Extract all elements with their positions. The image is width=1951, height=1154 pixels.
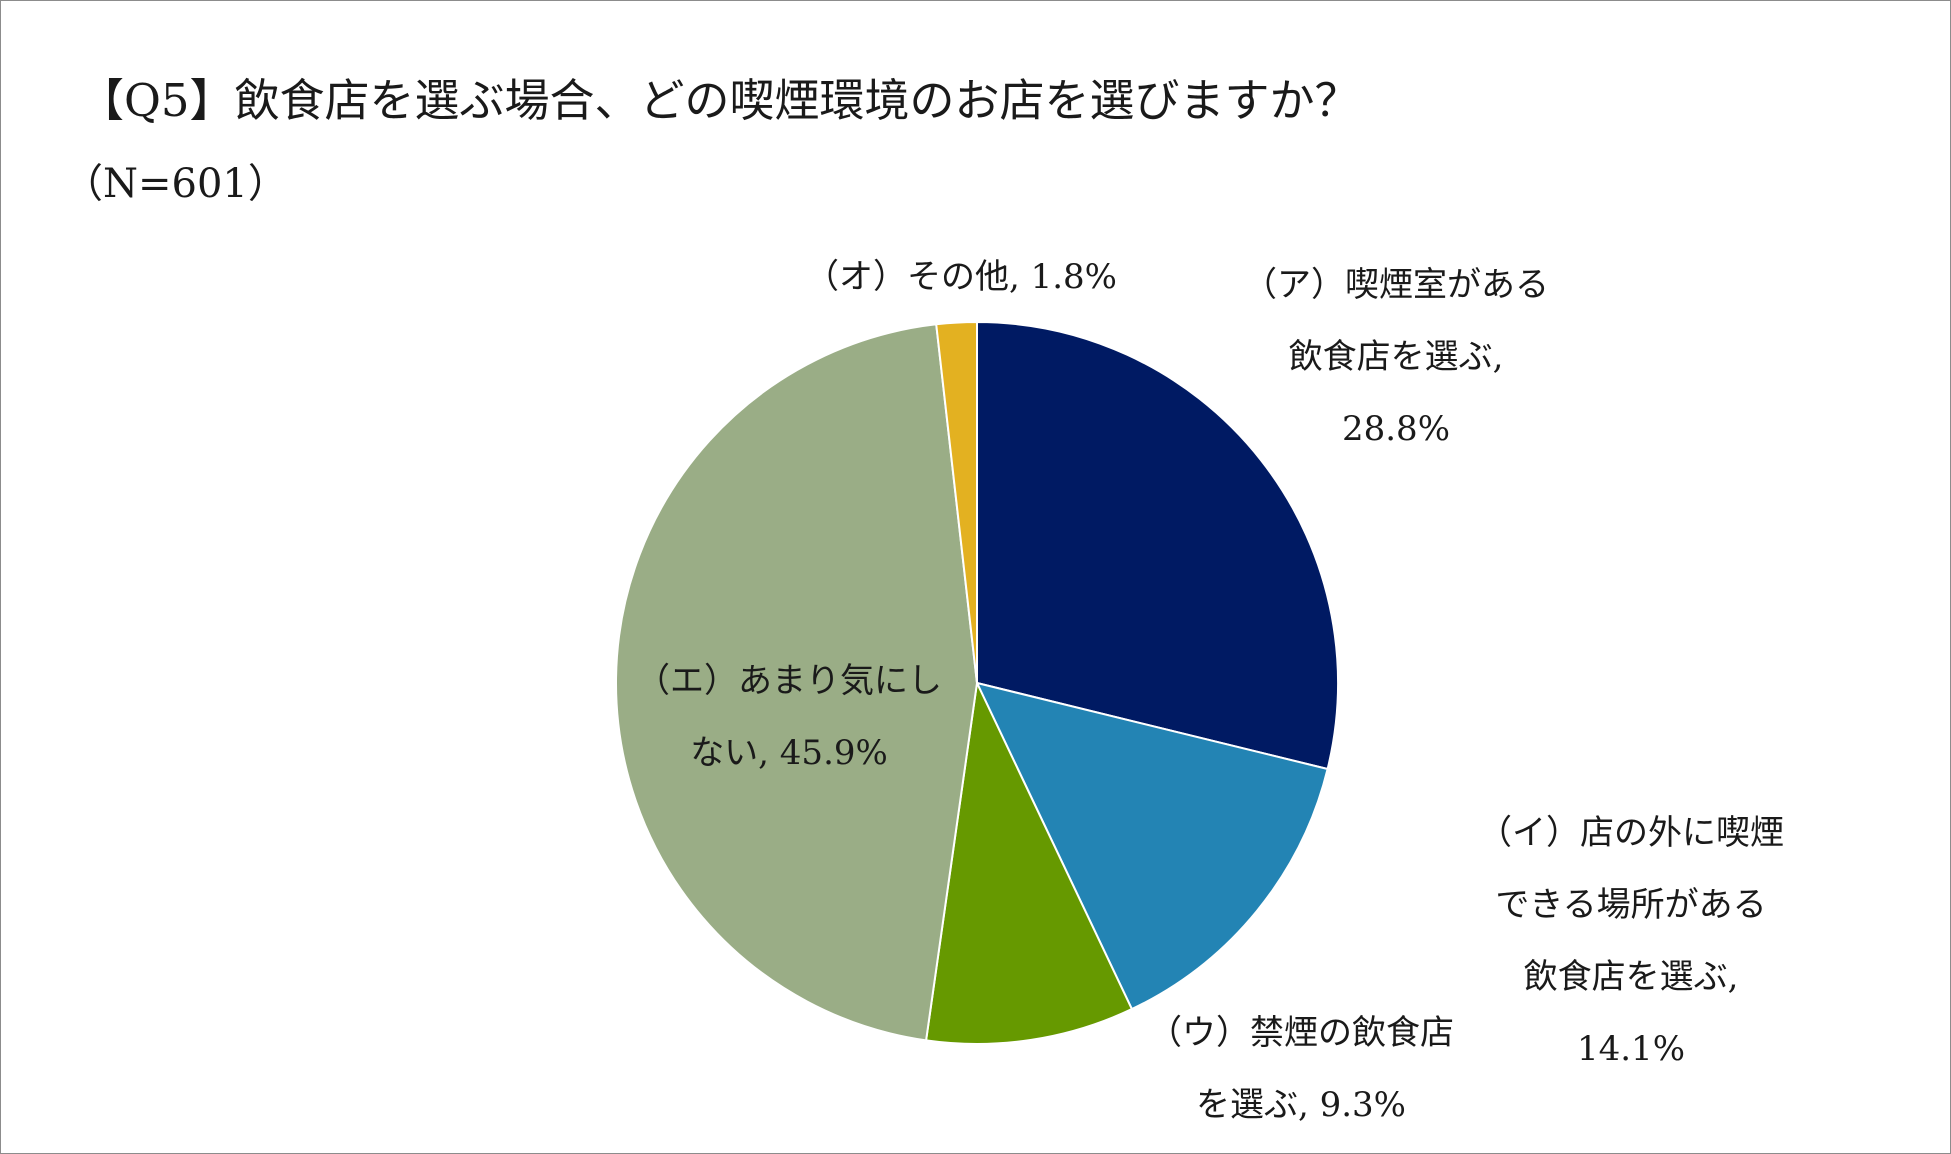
slice-label-i-line4: 14.1% bbox=[1576, 1029, 1685, 1069]
slice-label-a-line2: 飲食店を選ぶ, bbox=[1288, 337, 1504, 377]
slice-o bbox=[935, 320, 978, 684]
slice-label-e-line1: （エ）あまり気にし bbox=[636, 661, 942, 701]
slice-label-e: （エ）あまり気にし ない, 45.9% bbox=[629, 645, 949, 789]
slice-label-u-line2: を選ぶ, 9.3% bbox=[1196, 1085, 1406, 1125]
chart-title: 【Q5】飲食店を選ぶ場合、どの喫煙環境のお店を選びますか？ bbox=[79, 74, 1360, 127]
chart-subtitle: （N=601） bbox=[63, 161, 288, 207]
slice-label-u-line1: （ウ）禁煙の飲食店 bbox=[1148, 1013, 1454, 1053]
slice-label-o: （オ）その他, 1.8% bbox=[781, 241, 1141, 313]
slice-label-i: （イ）店の外に喫煙 できる場所がある 飲食店を選ぶ, 14.1% bbox=[1466, 797, 1796, 1085]
slice-label-i-line3: 飲食店を選ぶ, bbox=[1523, 957, 1739, 997]
slice-label-i-line2: できる場所がある bbox=[1495, 885, 1767, 925]
slice-label-i-line1: （イ）店の外に喫煙 bbox=[1478, 813, 1784, 853]
slice-i bbox=[975, 681, 1329, 1011]
slice-a bbox=[976, 320, 1339, 771]
slice-label-e-line2: ない, 45.9% bbox=[690, 733, 888, 773]
slice-label-a-line1: （ア）喫煙室がある bbox=[1243, 265, 1549, 305]
slice-label-a: （ア）喫煙室がある 飲食店を選ぶ, 28.8% bbox=[1236, 249, 1556, 465]
slice-e bbox=[615, 323, 979, 1042]
slice-label-o-line1: （オ）その他, 1.8% bbox=[805, 257, 1117, 297]
slice-label-a-line3: 28.8% bbox=[1341, 409, 1450, 449]
slice-u bbox=[924, 679, 1134, 1045]
slice-label-u: （ウ）禁煙の飲食店 を選ぶ, 9.3% bbox=[1136, 997, 1466, 1141]
